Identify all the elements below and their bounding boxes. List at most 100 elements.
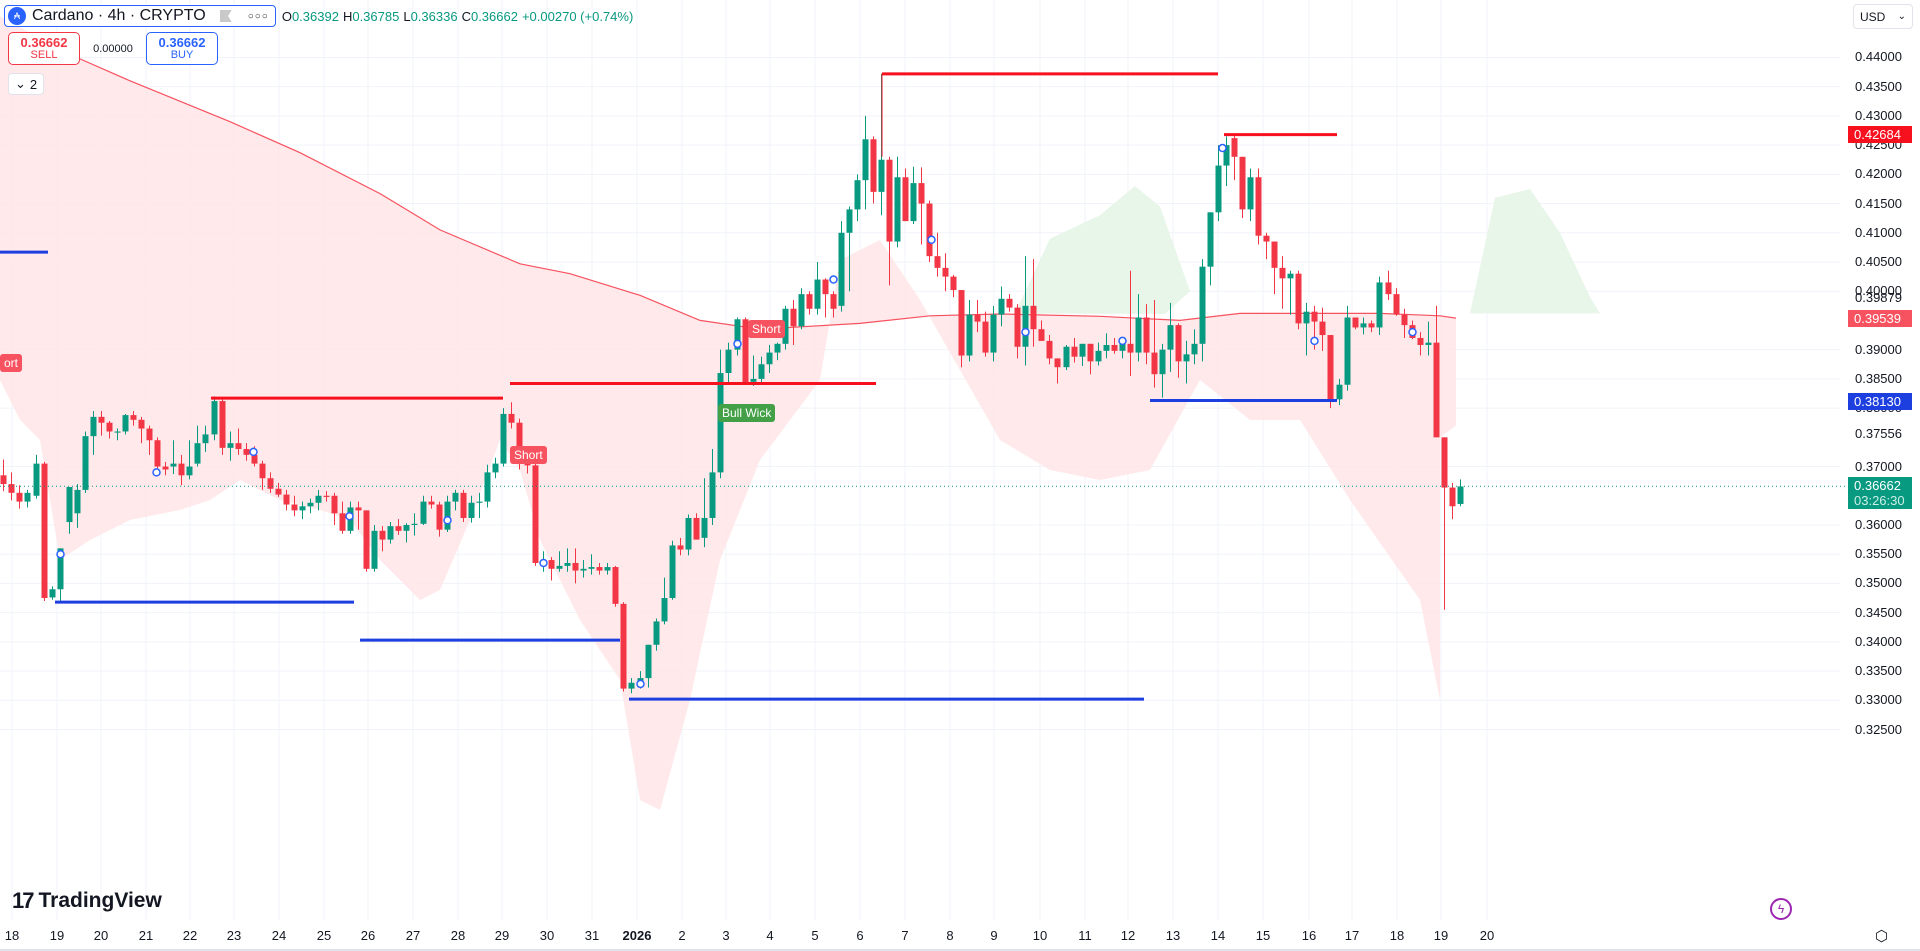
time-tick-label: 27	[405, 928, 421, 943]
tradingview-logo-text: TradingView	[38, 889, 162, 912]
time-tick-label: 24	[271, 928, 287, 943]
time-tick-label: 2026	[622, 928, 652, 943]
sell-button[interactable]: 0.36662 SELL	[8, 32, 80, 65]
time-tick-label: 23	[226, 928, 242, 943]
price-tick-label: 0.38500	[1855, 370, 1902, 386]
time-tick-label: 4	[766, 928, 774, 943]
signal-marker-icon	[539, 558, 548, 568]
time-tick-label: 17	[1344, 928, 1360, 943]
price-tick-label: 0.43500	[1855, 78, 1902, 94]
time-tick-label: 18	[4, 928, 20, 943]
last-price: 0.36662	[1854, 478, 1901, 494]
price-tick-label: 0.39000	[1855, 341, 1902, 357]
ma-band-bullish	[1470, 188, 1600, 314]
time-tick-label: 20	[93, 928, 109, 943]
close-label: C	[461, 8, 471, 24]
time-tick-label: 26	[360, 928, 376, 943]
bottom-border	[0, 949, 1920, 951]
signal-label: Short	[748, 320, 785, 338]
time-tick-label: 11	[1078, 928, 1092, 943]
time-tick-label: 22	[182, 928, 198, 943]
price-level-tag: 0.38130	[1848, 392, 1912, 410]
signal-label: Short	[510, 446, 547, 464]
signal-marker-icon	[56, 549, 65, 559]
chevron-down-icon: ⌄	[1897, 11, 1906, 22]
open-value: 0.36392	[291, 8, 339, 24]
time-tick-label: 5	[811, 928, 819, 943]
price-level-label: 0.37556	[1855, 426, 1902, 442]
indicators-toggle-button[interactable]: ⌄ 2	[8, 73, 45, 95]
time-tick-label: 19	[1433, 928, 1449, 943]
price-tick-label: 0.34500	[1855, 604, 1902, 620]
signal-marker-icon	[345, 511, 354, 521]
signal-marker-icon	[1218, 143, 1227, 153]
time-tick-label: 3	[722, 928, 730, 943]
signal-marker-icon	[733, 339, 742, 349]
signal-marker-icon	[152, 468, 161, 477]
more-options-icon[interactable]: ○○○	[247, 10, 269, 22]
open-label: O	[281, 8, 292, 24]
price-tick-label: 0.33000	[1855, 692, 1902, 708]
close-value: 0.36662	[470, 8, 518, 24]
price-tick-label: 0.32500	[1855, 721, 1902, 737]
price-level-tag: 0.39539	[1848, 310, 1912, 328]
price-tick-label: 0.43000	[1855, 107, 1902, 123]
signal-label: ort	[0, 354, 23, 372]
signal-marker-icon	[927, 235, 936, 245]
change-value: +0.00270 (+0.74%)	[521, 8, 634, 24]
time-tick-label: 18	[1389, 928, 1405, 943]
time-tick-label: 12	[1120, 928, 1136, 943]
signal-marker-icon	[1310, 336, 1319, 346]
ma-band-bullish	[1015, 186, 1190, 315]
time-tick-label: 10	[1032, 928, 1048, 943]
symbol-box[interactable]: ₳ Cardano · 4h · CRYPTO ○○○	[4, 5, 276, 27]
signal-marker-icon	[1118, 336, 1127, 346]
price-tick-label: 0.34000	[1855, 633, 1902, 649]
currency-select[interactable]: USD ⌄	[1853, 4, 1913, 29]
indicators-count: 2	[29, 76, 38, 92]
lightning-icon[interactable]: ϟ	[1770, 898, 1792, 920]
signal-marker-icon	[249, 447, 258, 457]
time-tick-label: 20	[1479, 928, 1495, 943]
time-tick-label: 25	[316, 928, 332, 943]
buy-button[interactable]: 0.36662 BUY	[146, 32, 218, 65]
bar-countdown: 03:26:30	[1854, 493, 1905, 509]
price-level-tag: 0.42684	[1848, 126, 1912, 144]
signal-marker-icon	[443, 516, 452, 525]
time-tick-label: 16	[1301, 928, 1317, 943]
signal-label: Bull Wick	[718, 404, 776, 422]
tradingview-mark-icon: 17	[12, 888, 35, 913]
settings-gear-icon[interactable]: ⬡	[1875, 928, 1889, 945]
time-tick-label: 30	[539, 928, 555, 943]
time-tick-label: 7	[901, 928, 909, 943]
time-tick-label: 9	[990, 928, 998, 943]
price-tick-label: 0.33500	[1855, 663, 1902, 679]
price-tick-label: 0.41000	[1855, 224, 1902, 240]
currency-value: USD	[1860, 9, 1886, 24]
price-tick-label: 0.40000	[1855, 283, 1902, 299]
low-label: L	[403, 8, 411, 24]
time-tick-label: 15	[1255, 928, 1271, 943]
price-tick-label: 0.40500	[1855, 254, 1902, 269]
price-tick-label: 0.41500	[1855, 195, 1902, 211]
trade-panel: 0.36662 SELL 0.00000 0.36662 BUY	[8, 32, 218, 65]
spread-value: 0.00000	[93, 42, 133, 55]
sell-label: SELL	[30, 48, 58, 61]
chevron-down-icon: ⌄	[15, 76, 26, 91]
ohlc-values: O0.36392 H0.36785 L0.36336 C0.36662 +0.0…	[282, 9, 633, 24]
price-tick-label: 0.35500	[1855, 546, 1902, 562]
time-tick-label: 6	[856, 928, 864, 943]
buy-price: 0.36662	[158, 34, 206, 50]
price-tick-label: 0.44000	[1855, 49, 1902, 65]
cardano-logo-icon: ₳	[8, 7, 26, 25]
flag-icon[interactable]	[219, 10, 232, 22]
tradingview-logo[interactable]: 17 TradingView	[12, 888, 162, 914]
price-tick-label: 0.42000	[1855, 166, 1902, 182]
symbol-legend: ₳ Cardano · 4h · CRYPTO ○○○ O0.36392 H0.…	[4, 4, 633, 28]
candles	[0, 73, 1464, 694]
price-tick-label: 0.36000	[1855, 516, 1902, 532]
low-value: 0.36336	[410, 8, 458, 24]
symbol-title[interactable]: Cardano · 4h · CRYPTO	[32, 7, 206, 24]
time-tick-label: 21	[138, 928, 154, 943]
